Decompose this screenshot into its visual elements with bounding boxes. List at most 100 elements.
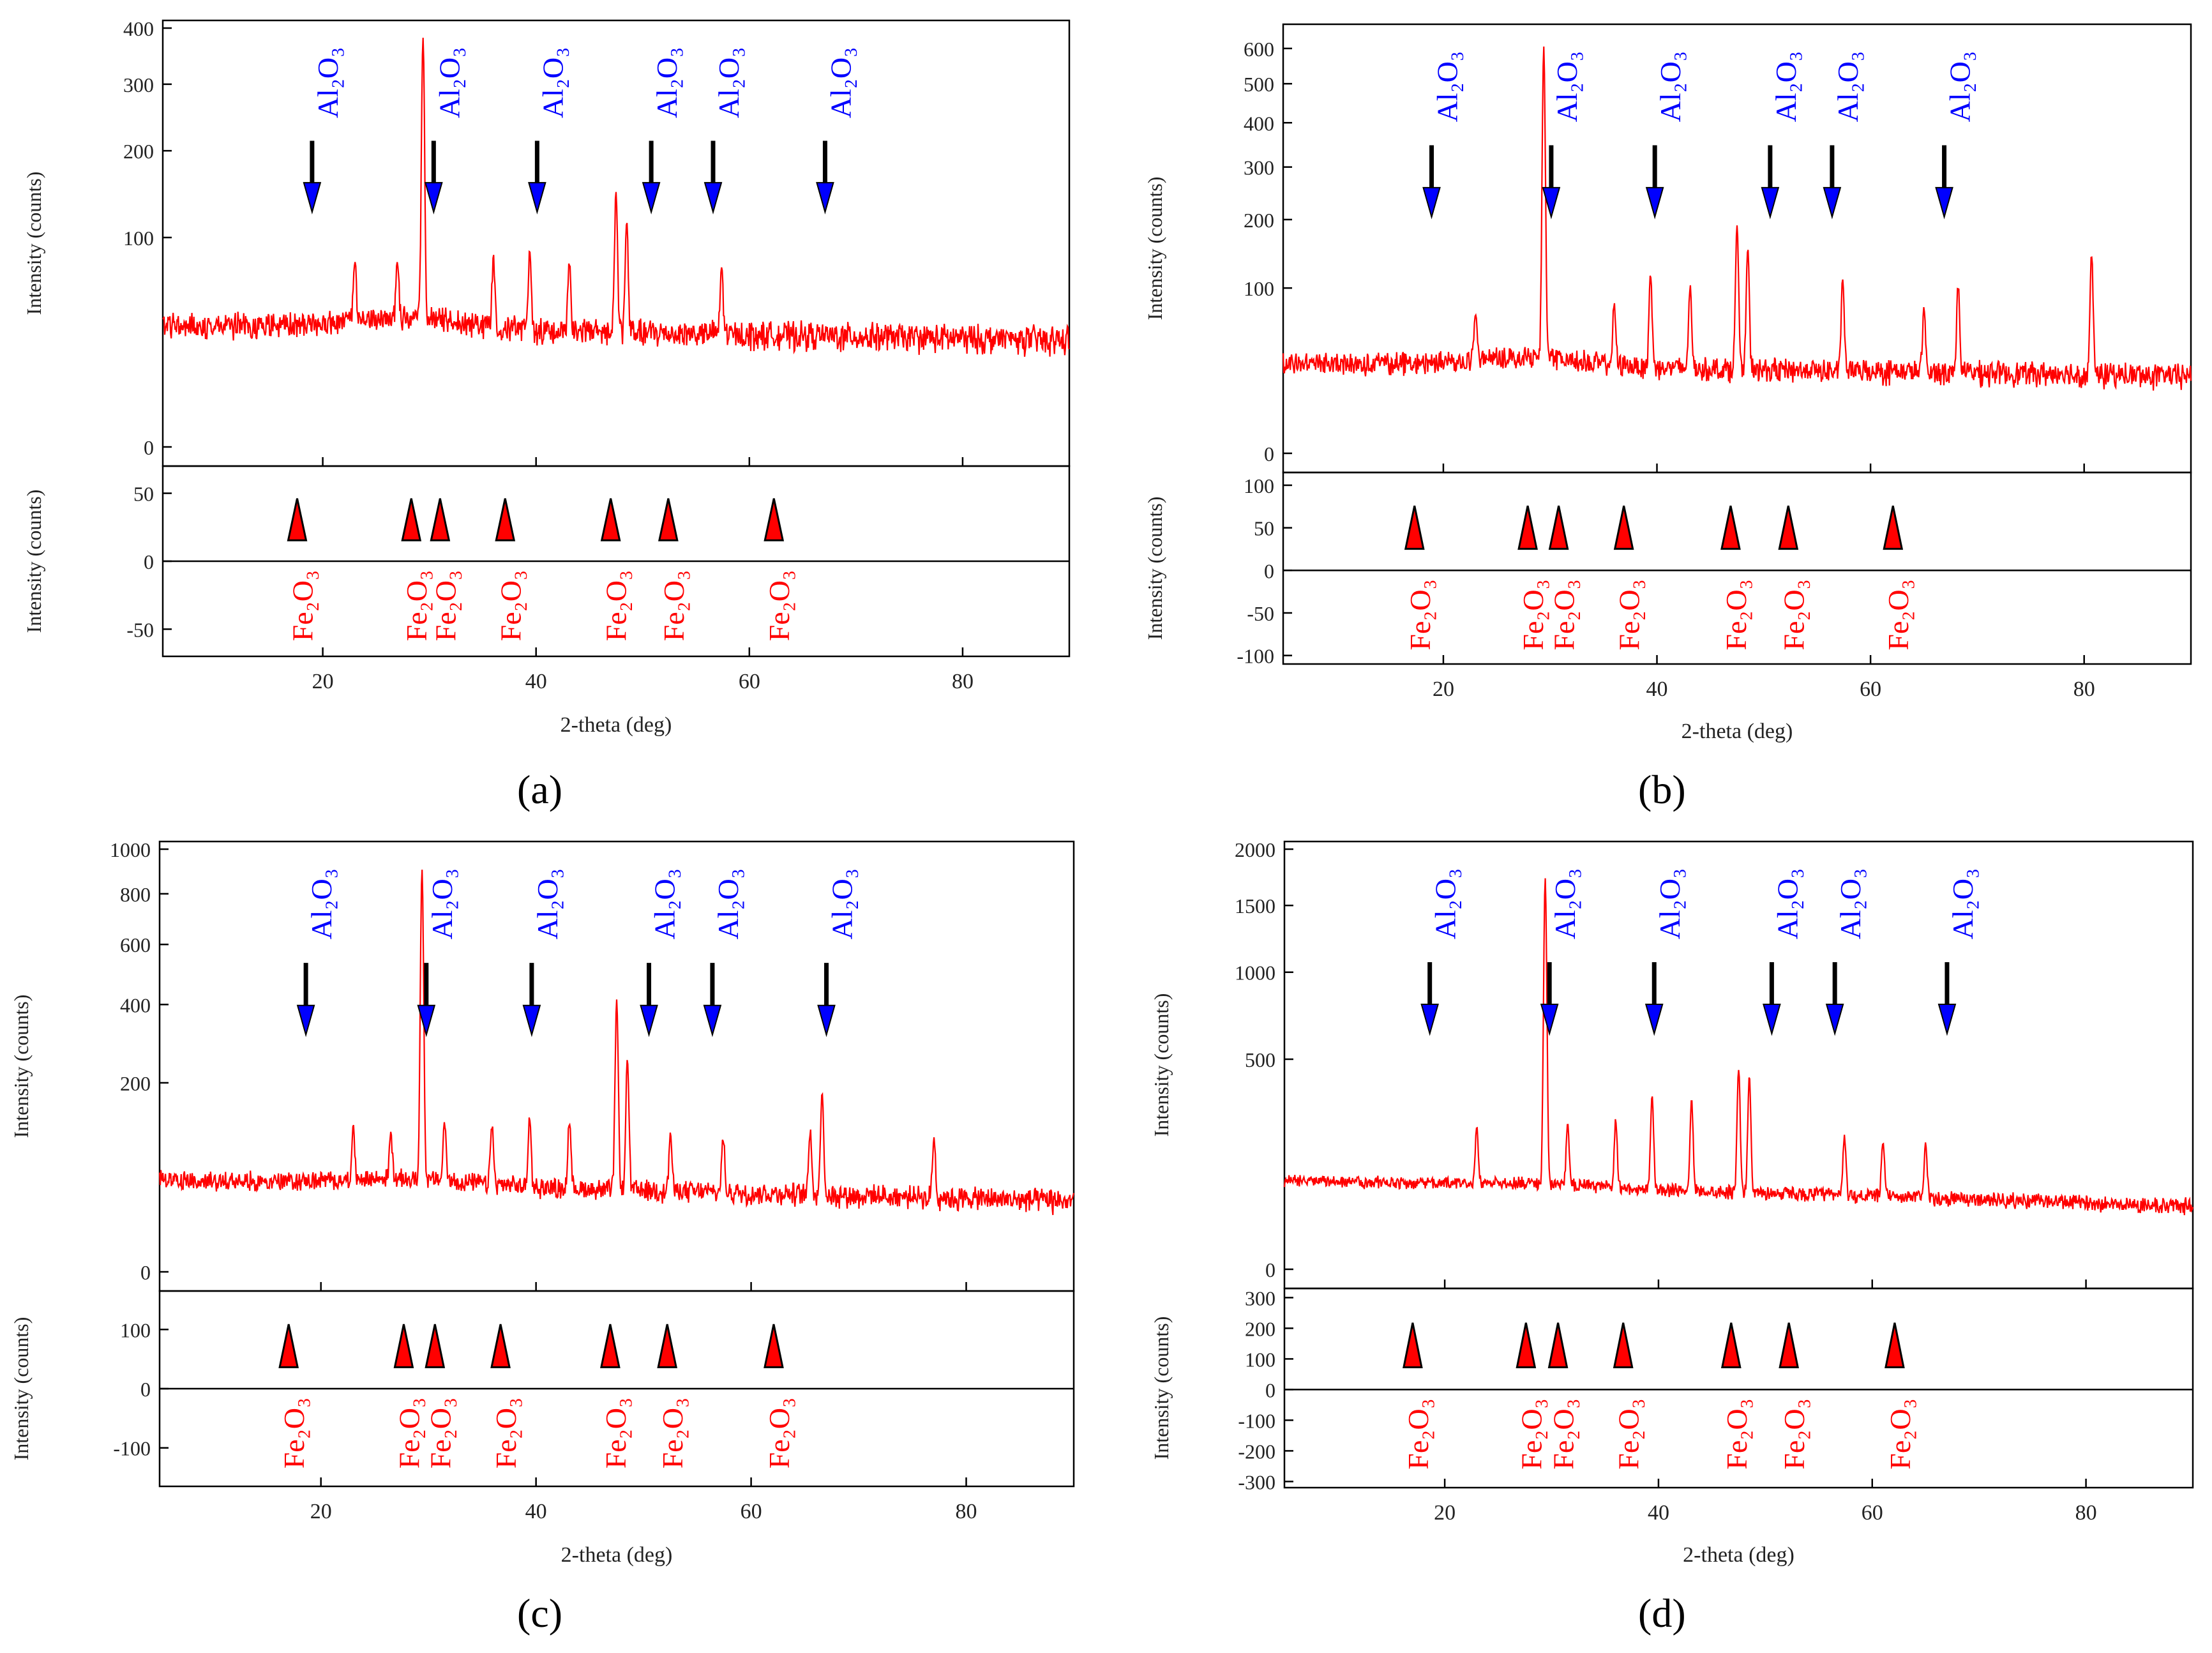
fe2o3-label: Fe₂O₃ [1882, 579, 1915, 650]
fe2o3-label: Fe₂O₃ [1720, 579, 1752, 650]
al2o3-arrow-head [522, 1004, 541, 1038]
al2o3-label: Al₂O₃ [1429, 868, 1462, 939]
al2o3-label: Al₂O₃ [1770, 51, 1802, 122]
al2o3-arrow-head [1761, 186, 1780, 220]
fe2o3-label: Fe₂O₃ [286, 570, 319, 641]
al2o3-label: Al₂O₃ [712, 47, 745, 118]
fe2o3-arrow-head [287, 498, 308, 541]
fe2o3-label: Fe₂O₃ [1547, 1398, 1580, 1469]
bottom-y-tick-label: 100 [1244, 474, 1274, 497]
al2o3-arrow-head [1823, 186, 1842, 220]
al2o3-label: Al₂O₃ [1654, 51, 1687, 122]
fe2o3-label: Fe₂O₃ [600, 570, 633, 641]
al2o3-arrow-head [425, 182, 443, 215]
bottom-y-tick-label: 200 [1245, 1317, 1275, 1340]
al2o3-arrow-head [417, 1004, 436, 1038]
fe2o3-arrow-head [1613, 505, 1634, 550]
al2o3-label: Al₂O₃ [824, 47, 857, 118]
al2o3-label: Al₂O₃ [1653, 868, 1686, 939]
fe2o3-arrow-head [657, 1324, 678, 1368]
al2o3-arrow-head [703, 1004, 722, 1038]
fe2o3-label: Fe₂O₃ [1613, 1398, 1645, 1469]
al2o3-label: Al₂O₃ [1551, 51, 1583, 122]
al2o3-label: Al₂O₃ [651, 47, 683, 118]
fe2o3-arrow-head [393, 1324, 414, 1368]
top-y-tick-label: 100 [123, 227, 154, 250]
x-tick-label: 40 [1648, 1501, 1669, 1525]
bottom-y-tick-label: -50 [1247, 602, 1274, 625]
al2o3-label: Al₂O₃ [531, 868, 564, 939]
x-tick-label: 20 [310, 1500, 332, 1523]
al2o3-label: Al₂O₃ [1834, 868, 1867, 939]
al2o3-arrow-head [642, 182, 661, 215]
top-y-tick-label: 400 [120, 993, 151, 1016]
fe2o3-label: Fe₂O₃ [763, 570, 795, 641]
al2o3-label: Al₂O₃ [1771, 868, 1803, 939]
x-tick-label: 20 [312, 670, 334, 693]
fe2o3-arrow-head [1548, 505, 1569, 550]
bottom-y-tick-label: 0 [1264, 559, 1274, 582]
top-y-tick-label: 1500 [1235, 894, 1275, 917]
x-tick-label: 60 [741, 1500, 762, 1523]
al2o3-label: Al₂O₃ [712, 868, 744, 939]
al2o3-label: Al₂O₃ [1549, 868, 1581, 939]
xrd-panel-d: 20 40 60 802-theta (deg)0500100015002000-30… [1150, 838, 2194, 1567]
top-y-tick-label: 200 [1244, 209, 1274, 232]
xrd-panel-b: 20 40 60 802-theta (deg)0100200300400500600… [1143, 23, 2192, 743]
top-y-tick-label: 1000 [110, 838, 151, 861]
bottom-y-tick-label: 0 [144, 550, 154, 573]
al2o3-arrow-head [1422, 186, 1441, 220]
bottom-y-tick-label: 50 [133, 483, 154, 506]
bottom-y-tick-label: -50 [126, 618, 154, 641]
bottom-y-tick-label: 100 [120, 1318, 151, 1341]
bottom-y-axis-label: Intensity (counts) [1150, 1317, 1173, 1460]
al2o3-label: Al₂O₃ [826, 868, 859, 939]
al2o3-label: Al₂O₃ [1431, 51, 1464, 122]
fe2o3-arrow-head [1778, 505, 1799, 550]
x-axis-label: 2-theta (deg) [561, 1543, 673, 1567]
x-axis-label: 2-theta (deg) [1682, 720, 1793, 743]
fe2o3-arrow-head [1720, 1322, 1742, 1369]
xrd-trace [162, 38, 1070, 357]
panel-label-d: (d) [1638, 1590, 1686, 1636]
xrd-panel-c: 20 40 60 802-theta (deg)02004006008001000-1… [10, 838, 1075, 1567]
top-y-tick-label: 600 [120, 933, 151, 956]
x-tick-label: 60 [1862, 1501, 1883, 1525]
bottom-y-tick-label: -200 [1238, 1440, 1275, 1463]
fe2o3-label: Fe₂O₃ [1517, 579, 1549, 650]
al2o3-arrow-head [1644, 1004, 1664, 1036]
al2o3-label: Al₂O₃ [649, 868, 681, 939]
xrd-trace [158, 870, 1075, 1216]
top-y-tick-label: 600 [1244, 38, 1274, 61]
al2o3-arrow-head [1935, 186, 1953, 220]
top-y-tick-label: 500 [1245, 1048, 1275, 1071]
top-y-tick-label: 1000 [1235, 962, 1275, 985]
bottom-y-tick-label: 0 [140, 1378, 151, 1401]
fe2o3-label: Fe₂O₃ [494, 570, 527, 641]
fe2o3-arrow-head [658, 498, 679, 541]
fe2o3-label: Fe₂O₃ [1884, 1398, 1916, 1469]
top-plot-frame [1283, 840, 2194, 1290]
bottom-y-axis-label: Intensity (counts) [10, 1317, 33, 1461]
top-y-tick-label: 0 [1264, 442, 1274, 465]
fe2o3-label: Fe₂O₃ [1515, 1398, 1547, 1469]
fe2o3-label: Fe₂O₃ [278, 1398, 310, 1468]
top-y-axis-label: Intensity (counts) [22, 172, 45, 315]
top-plot-frame [1282, 23, 2192, 474]
bottom-y-tick-label: 100 [1245, 1348, 1275, 1371]
fe2o3-arrow-head [490, 1324, 511, 1368]
bottom-y-tick-label: 50 [1254, 517, 1274, 540]
fe2o3-arrow-head [1517, 505, 1538, 550]
top-y-tick-label: 400 [1244, 112, 1274, 135]
top-y-axis-label: Intensity (counts) [1143, 177, 1166, 321]
top-y-tick-label: 500 [1244, 73, 1274, 96]
al2o3-arrow-head [296, 1004, 315, 1038]
top-y-tick-label: 300 [123, 73, 154, 96]
fe2o3-label: Fe₂O₃ [1404, 579, 1436, 650]
panel-label-b: (b) [1638, 767, 1686, 812]
al2o3-arrow-head [1420, 1004, 1440, 1036]
fe2o3-arrow-head [764, 1324, 784, 1368]
fe2o3-label: Fe₂O₃ [1720, 1398, 1753, 1469]
fe2o3-label: Fe₂O₃ [658, 570, 690, 641]
